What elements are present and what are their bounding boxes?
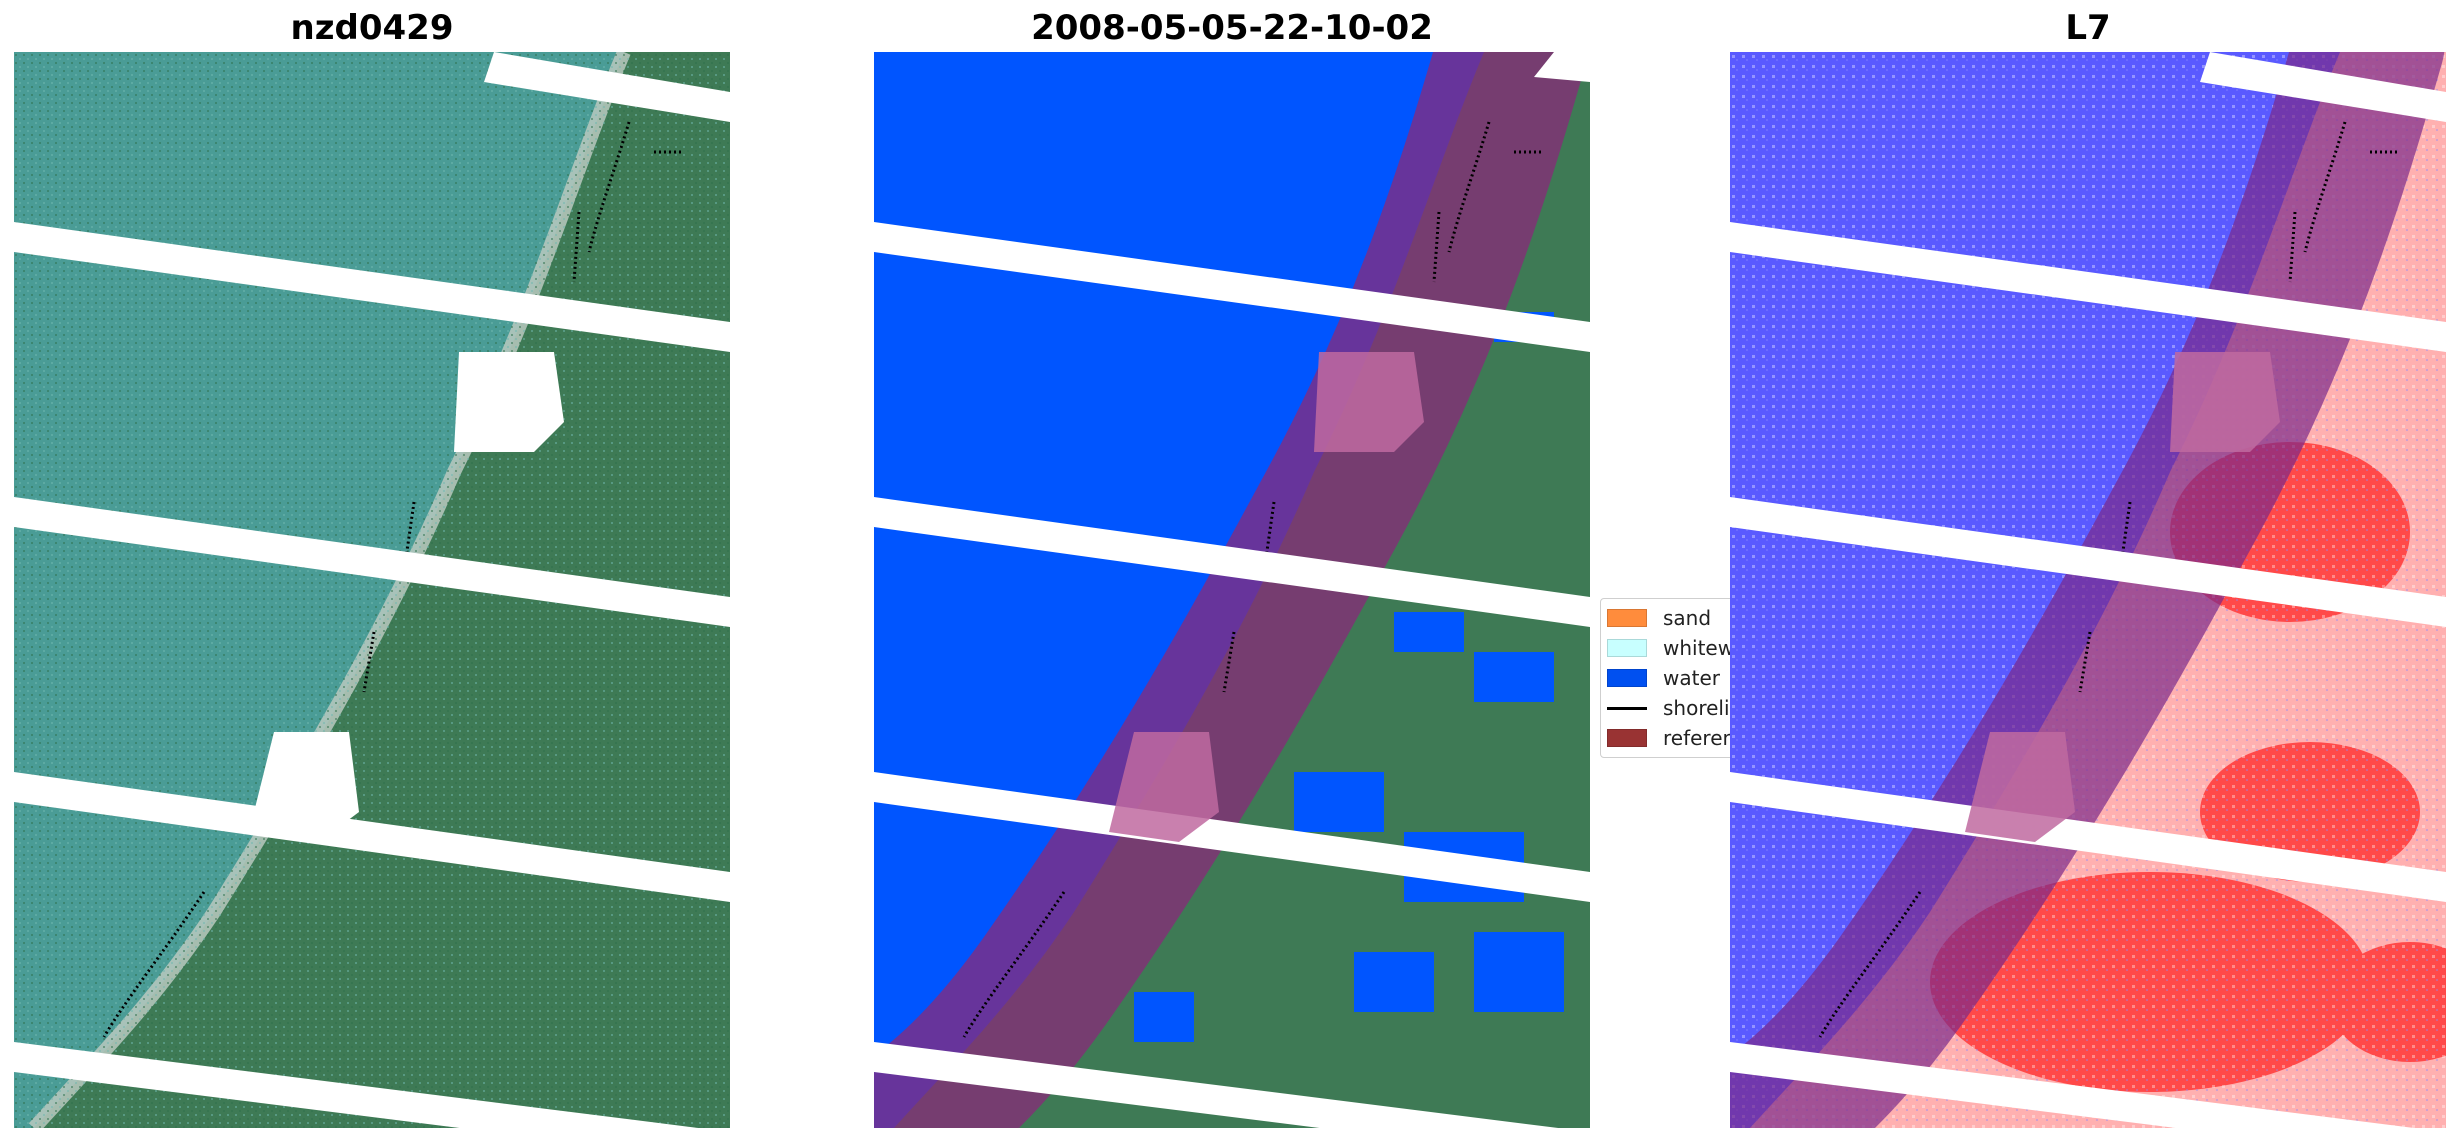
detected-shoreline <box>102 121 684 1038</box>
buffer-overlay-on-gaps <box>1965 352 2280 842</box>
panel-title-rgb: nzd0429 <box>290 8 454 48</box>
no-data-stripes <box>14 52 730 1128</box>
rgb-image-panel <box>14 52 730 1128</box>
no-data-stripes <box>1730 52 2446 1128</box>
legend-item-water: water <box>1607 663 1739 693</box>
panel-title-classified: 2008-05-05-22-10-02 <box>1031 8 1433 48</box>
legend-label: whitewater <box>1663 636 1739 660</box>
index-image-panel <box>1730 52 2446 1128</box>
legend-label: sand <box>1663 606 1712 630</box>
detected-shoreline <box>962 121 1544 1038</box>
legend-swatch-reference-buffer <box>1607 729 1647 747</box>
detected-shoreline <box>1818 121 2400 1038</box>
legend-item-shoreline: shoreline <box>1607 693 1739 723</box>
legend-item-sand: sand <box>1607 603 1739 633</box>
legend-item-reference-buffer: reference shoreline buffer <box>1607 723 1739 753</box>
legend-swatch-water <box>1607 669 1647 687</box>
buffer-overlay-on-gaps <box>1109 352 1424 842</box>
panel-title-index: L7 <box>2065 8 2111 48</box>
no-data-stripes <box>874 52 1590 1128</box>
classified-image-panel <box>874 52 1590 1128</box>
water-class-area <box>874 52 1484 1128</box>
legend-line-shoreline <box>1607 706 1647 710</box>
legend-label: reference shoreline buffer <box>1663 726 1739 750</box>
legend-label: shoreline <box>1663 696 1739 720</box>
legend-label: water <box>1663 666 1720 690</box>
legend: sand whitewater water shoreline referenc… <box>1600 598 1740 758</box>
legend-swatch-sand <box>1607 609 1647 627</box>
legend-item-whitewater: whitewater <box>1607 633 1739 663</box>
legend-swatch-whitewater <box>1607 639 1647 657</box>
